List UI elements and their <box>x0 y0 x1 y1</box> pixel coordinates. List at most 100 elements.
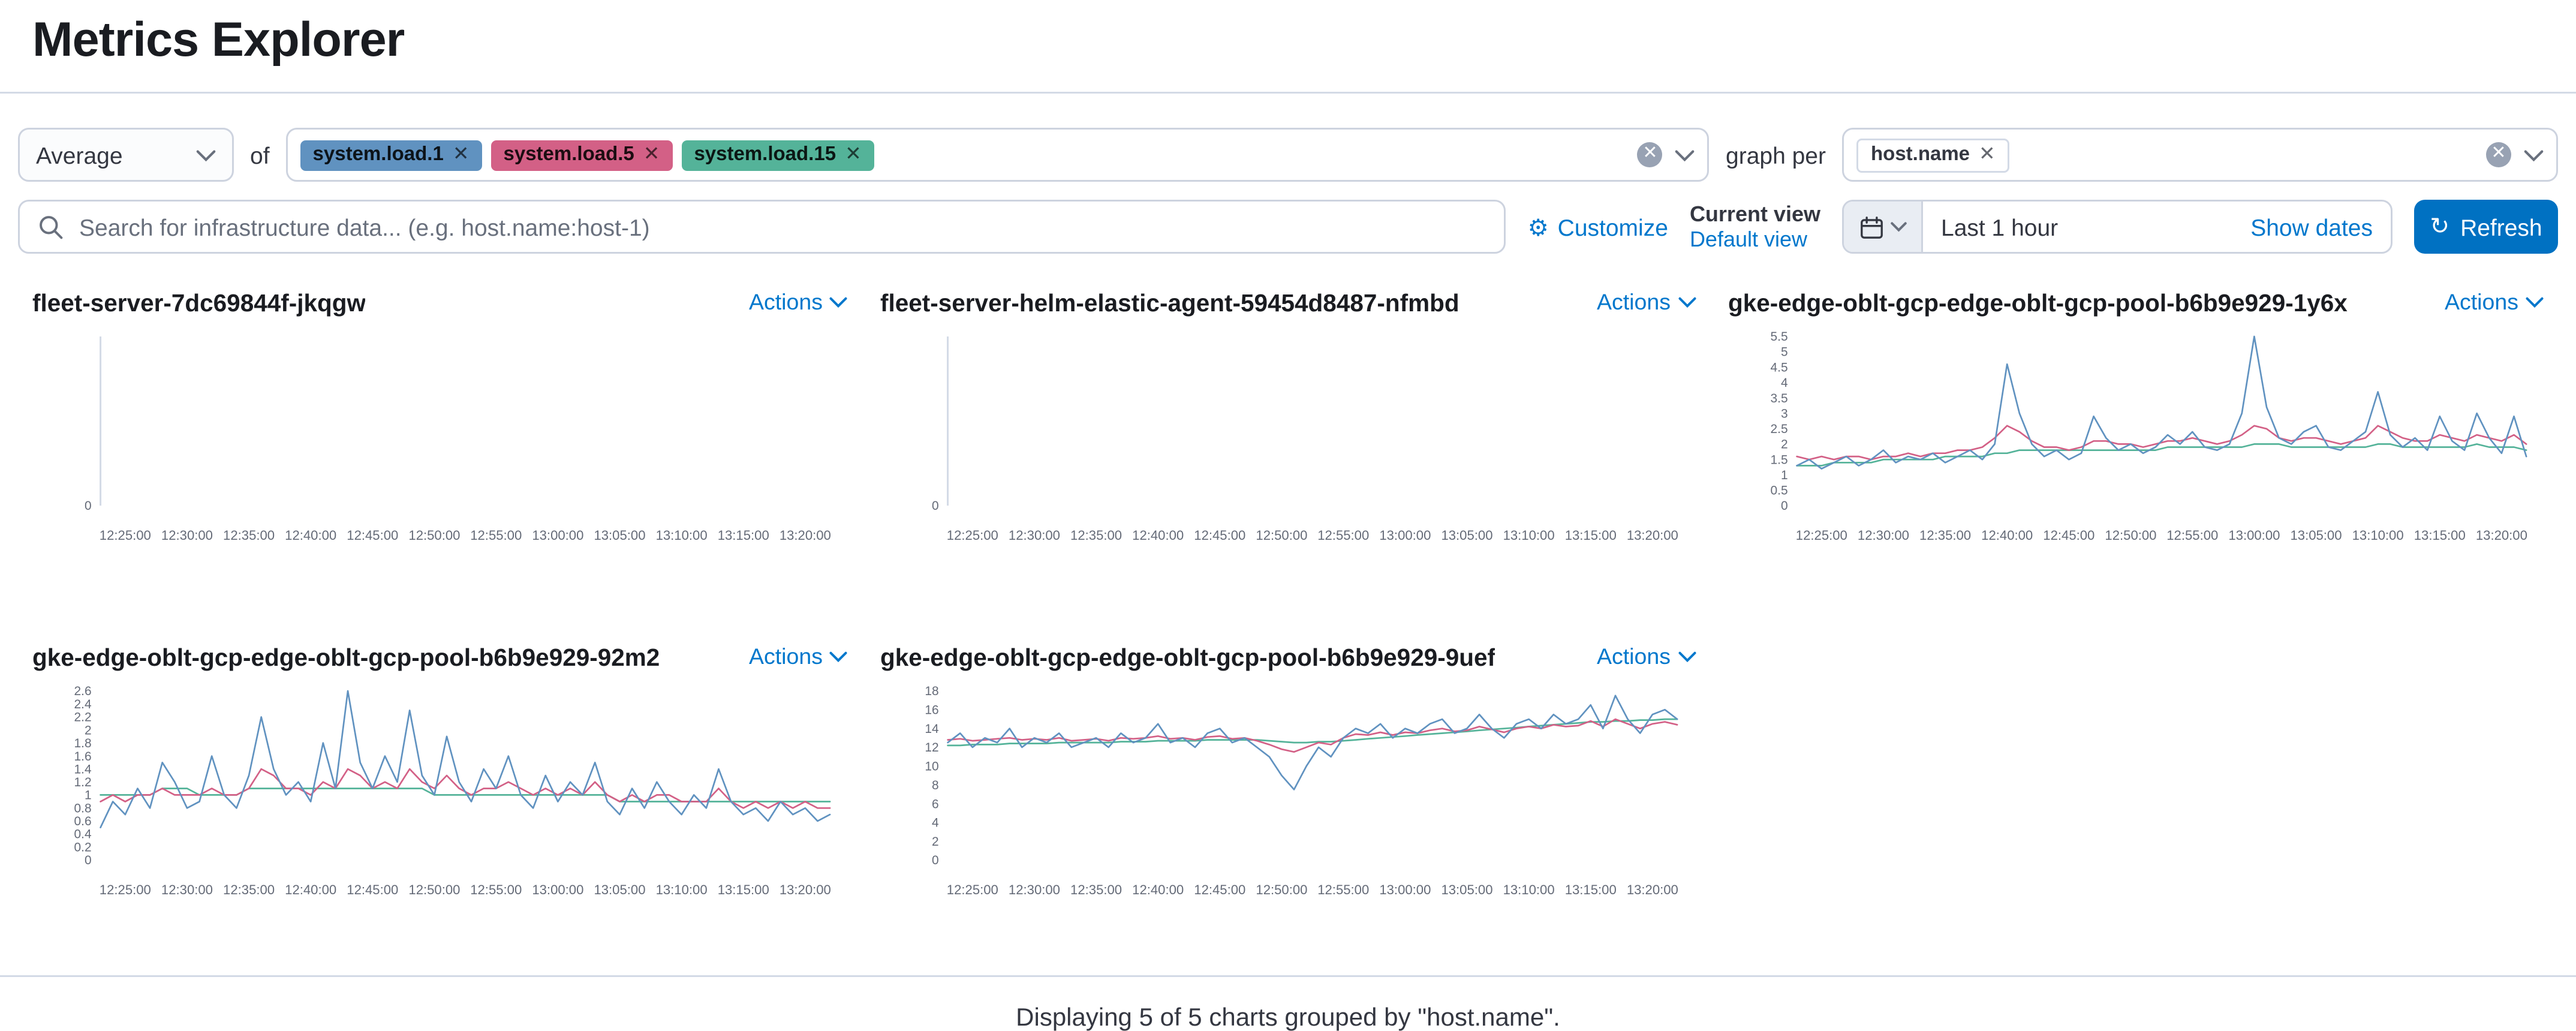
svg-text:0: 0 <box>1780 499 1787 513</box>
svg-text:12:55:00: 12:55:00 <box>470 528 522 543</box>
actions-label: Actions <box>1596 644 1671 669</box>
svg-text:13:00:00: 13:00:00 <box>532 528 583 543</box>
remove-metric-icon[interactable]: ✕ <box>643 143 660 165</box>
metric-badge-label: system.load.15 <box>694 143 836 165</box>
metrics-combobox[interactable]: system.load.1 ✕ system.load.5 ✕ system.loa… <box>285 128 1710 182</box>
date-picker[interactable]: Last 1 hour Show dates <box>1842 200 2393 254</box>
svg-text:13:20:00: 13:20:00 <box>780 882 831 897</box>
refresh-button[interactable]: ↻ Refresh <box>2414 200 2558 254</box>
group-by-combobox[interactable]: host.name ✕ ✕ <box>1842 128 2558 182</box>
svg-text:13:15:00: 13:15:00 <box>718 882 769 897</box>
chevron-down-icon <box>830 651 848 662</box>
show-dates-link[interactable]: Show dates <box>2250 213 2373 241</box>
svg-text:0: 0 <box>932 499 940 513</box>
svg-text:13:20:00: 13:20:00 <box>1627 528 1679 543</box>
chart-panel: gke-edge-oblt-gcp-edge-oblt-gcp-pool-b6b… <box>880 639 1696 914</box>
chevron-down-icon[interactable] <box>1675 149 1695 161</box>
actions-label: Actions <box>1596 290 1671 315</box>
clear-metrics-icon[interactable]: ✕ <box>1638 142 1663 167</box>
chart-actions-button[interactable]: Actions <box>749 644 848 669</box>
svg-text:12:45:00: 12:45:00 <box>1194 528 1246 543</box>
svg-text:13:00:00: 13:00:00 <box>532 882 583 897</box>
svg-text:13:15:00: 13:15:00 <box>2414 528 2465 543</box>
chart-actions-button[interactable]: Actions <box>2445 290 2544 315</box>
chart-actions-button[interactable]: Actions <box>1597 290 1696 315</box>
svg-text:0.4: 0.4 <box>74 828 92 841</box>
actions-label: Actions <box>748 644 823 669</box>
chevron-down-icon <box>830 297 848 308</box>
remove-metric-icon[interactable]: ✕ <box>845 143 862 165</box>
search-input[interactable]: Search for infrastructure data... (e.g. … <box>18 200 1506 254</box>
svg-text:12:25:00: 12:25:00 <box>947 882 999 897</box>
metric-badge-label: system.load.1 <box>312 143 444 165</box>
chevron-down-icon[interactable] <box>2524 149 2544 161</box>
chevron-down-icon <box>2526 297 2544 308</box>
metric-chart[interactable]: 5.554.5 4 3.5 3 2.5 21.51 0.50 12:25:00 12:30:00… <box>1728 326 2544 560</box>
svg-text:12:25:00: 12:25:00 <box>100 528 151 543</box>
svg-text:4: 4 <box>932 816 940 829</box>
refresh-label: Refresh <box>2460 213 2542 241</box>
svg-text:13:20:00: 13:20:00 <box>1627 882 1679 897</box>
customize-label: Customize <box>1557 213 1668 241</box>
metric-badge[interactable]: system.load.1 ✕ <box>300 139 482 170</box>
svg-text:13:05:00: 13:05:00 <box>1442 528 1493 543</box>
chevron-down-icon <box>196 149 216 161</box>
svg-text:12:45:00: 12:45:00 <box>1194 882 1246 897</box>
aggregation-select[interactable]: Average <box>18 128 234 182</box>
default-view-link[interactable]: Default view <box>1689 227 1808 252</box>
customize-button[interactable]: ⚙ Customize <box>1528 214 1668 241</box>
svg-text:0: 0 <box>85 853 92 867</box>
charts-summary: Displaying 5 of 5 charts grouped by "hos… <box>1016 1002 1560 1031</box>
svg-text:2: 2 <box>85 723 92 737</box>
svg-text:8: 8 <box>932 778 940 792</box>
aggregation-value: Average <box>36 141 123 169</box>
svg-text:12:25:00: 12:25:00 <box>100 882 151 897</box>
svg-text:18: 18 <box>925 684 939 698</box>
svg-text:13:10:00: 13:10:00 <box>2352 528 2403 543</box>
svg-text:12:30:00: 12:30:00 <box>161 528 213 543</box>
clear-group-by-icon[interactable]: ✕ <box>2486 142 2511 167</box>
chart-title: gke-edge-oblt-gcp-edge-oblt-gcp-pool-b6b… <box>880 643 1496 671</box>
date-range-value[interactable]: Last 1 hour <box>1941 213 2059 241</box>
svg-text:12:25:00: 12:25:00 <box>1795 528 1847 543</box>
refresh-icon: ↻ <box>2430 212 2450 239</box>
svg-text:12:45:00: 12:45:00 <box>347 528 398 543</box>
actions-label: Actions <box>2445 290 2518 315</box>
metric-chart[interactable]: 0 12:25:00 12:30:00 12:35:00 12:40:00 12:45:0… <box>32 326 848 560</box>
svg-text:0.6: 0.6 <box>74 814 92 828</box>
of-label: of <box>250 141 270 169</box>
svg-text:0.5: 0.5 <box>1770 484 1787 498</box>
svg-text:1.8: 1.8 <box>74 737 92 750</box>
svg-text:5: 5 <box>1780 345 1787 359</box>
svg-text:1.5: 1.5 <box>1770 453 1787 467</box>
chevron-down-icon <box>1678 651 1696 662</box>
group-by-badge[interactable]: host.name ✕ <box>1856 137 2010 172</box>
charts-grid: fleet-server-7dc69844f-jkqgw Actions 0 12… <box>0 284 2576 914</box>
remove-group-by-icon[interactable]: ✕ <box>1979 143 1996 165</box>
svg-text:13:05:00: 13:05:00 <box>594 882 645 897</box>
chart-actions-button[interactable]: Actions <box>1597 644 1696 669</box>
svg-text:2.4: 2.4 <box>74 698 92 711</box>
svg-text:13:15:00: 13:15:00 <box>1566 528 1617 543</box>
svg-text:13:15:00: 13:15:00 <box>1566 882 1617 897</box>
metric-badge[interactable]: system.load.5 ✕ <box>490 139 673 170</box>
chart-panel: fleet-server-7dc69844f-jkqgw Actions 0 12… <box>32 284 848 560</box>
chart-actions-button[interactable]: Actions <box>749 290 848 315</box>
calendar-button[interactable] <box>1844 202 1923 252</box>
footer-divider <box>0 975 2576 977</box>
svg-text:12:40:00: 12:40:00 <box>285 528 336 543</box>
svg-text:12:35:00: 12:35:00 <box>223 528 275 543</box>
svg-text:13:20:00: 13:20:00 <box>2475 528 2527 543</box>
remove-metric-icon[interactable]: ✕ <box>452 143 470 165</box>
svg-text:12:55:00: 12:55:00 <box>1318 528 1370 543</box>
metric-chart[interactable]: 0 12:25:00 12:30:00 12:35:00 12:40:00 12:45:0… <box>880 326 1696 560</box>
metric-badge[interactable]: system.load.15 ✕ <box>681 139 874 170</box>
svg-text:12:30:00: 12:30:00 <box>161 882 213 897</box>
metric-chart[interactable]: 18 16 14 12 10 8 6 4 2 0 12:25:00 12:30:00 12:35:00 1… <box>880 680 1696 914</box>
svg-text:13:15:00: 13:15:00 <box>718 528 769 543</box>
group-by-badge-label: host.name <box>1871 143 1970 165</box>
metrics-explorer-page: Metrics Explorer Average of system.load.… <box>0 13 2576 1031</box>
svg-text:14: 14 <box>925 722 940 736</box>
metric-chart[interactable]: 2.62.42.221.81.61.41.210.80.60.40.20 12:2… <box>32 680 848 914</box>
svg-text:12:40:00: 12:40:00 <box>1133 528 1184 543</box>
